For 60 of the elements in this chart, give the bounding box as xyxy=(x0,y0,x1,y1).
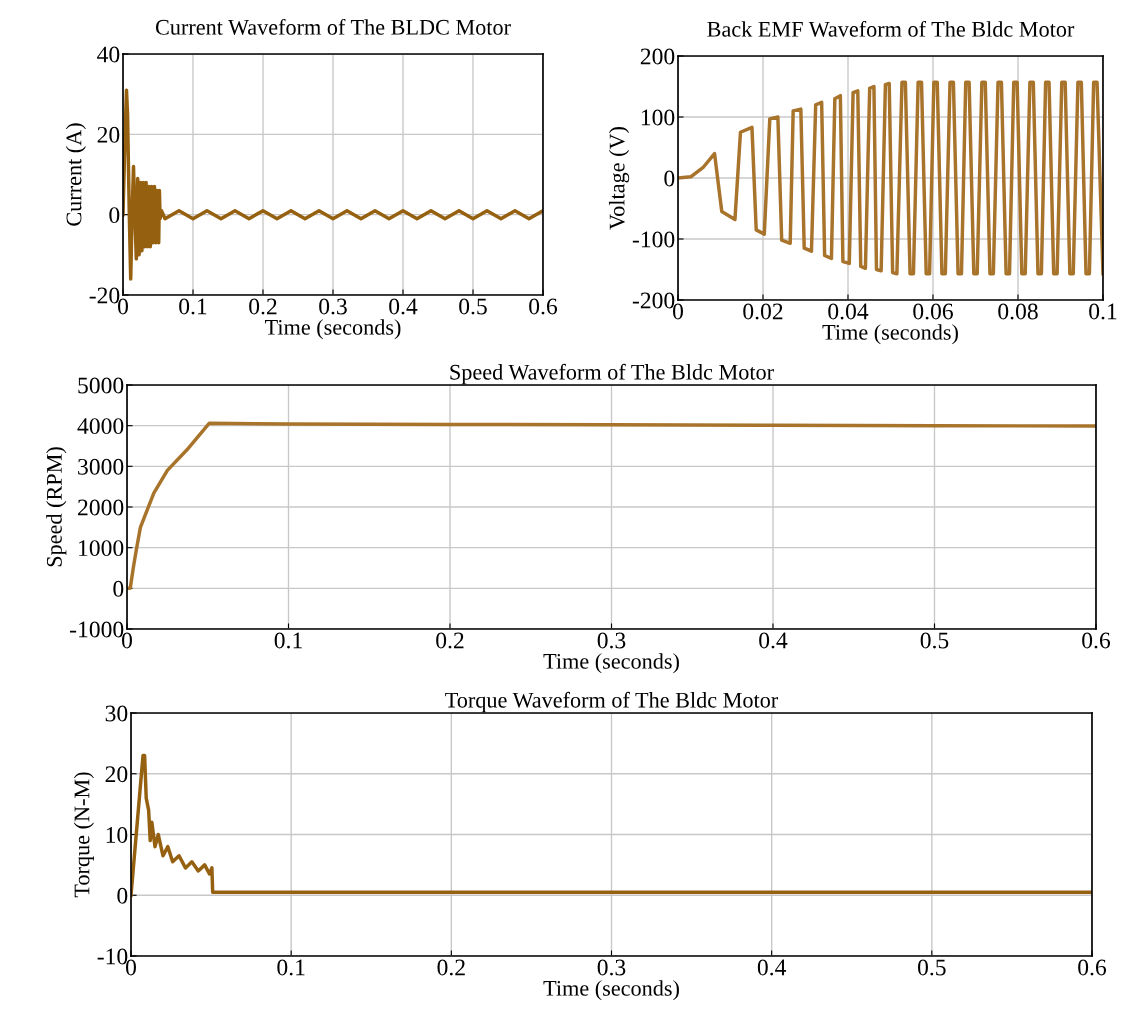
line-series xyxy=(678,80,1103,276)
x-axis-title: Time (seconds) xyxy=(543,980,679,1001)
chart-title: Back EMF Waveform of The Bldc Motor xyxy=(707,20,1075,37)
x-tick-label: 0.3 xyxy=(597,632,626,649)
y-axis-title: Torque (N-M) xyxy=(73,772,94,898)
x-tick-label: 0.4 xyxy=(759,632,788,649)
y-tick-label: -100 xyxy=(632,231,675,248)
x-tick-label: 0.2 xyxy=(436,632,464,649)
x-tick-label: 0.6 xyxy=(529,298,558,315)
x-tick-label: 0.6 xyxy=(1078,959,1107,976)
x-tick-label: 0.5 xyxy=(459,298,487,315)
y-tick-label: -1000 xyxy=(70,621,124,638)
y-tick-label: 2000 xyxy=(78,499,124,516)
y-tick-label: 0 xyxy=(109,207,120,224)
x-tick-label: 0.08 xyxy=(998,303,1038,320)
chart-title: Speed Waveform of The Bldc Motor xyxy=(450,363,774,385)
y-tick-label: 20 xyxy=(105,766,128,783)
x-tick-label: 0.04 xyxy=(828,303,869,320)
y-tick-label: -200 xyxy=(632,292,675,309)
y-tick-label: -20 xyxy=(89,287,120,304)
line-series xyxy=(127,421,1096,591)
x-tick-label: 0.1 xyxy=(274,632,302,649)
x-tick-label: 0.5 xyxy=(917,959,946,976)
x-tick-label: 0.06 xyxy=(913,303,953,320)
x-tick-label: 0.6 xyxy=(1082,632,1111,649)
x-tick-label: 0.2 xyxy=(437,959,465,976)
x-axis-title: Time (seconds) xyxy=(543,653,679,674)
y-axis-title: Speed (RPM) xyxy=(46,447,67,567)
y-tick-label: 100 xyxy=(641,109,675,126)
y-tick-label: 0 xyxy=(664,170,675,187)
y-tick-label: 200 xyxy=(640,48,675,65)
x-tick-label: 0.5 xyxy=(920,632,949,649)
x-tick-label: 0.02 xyxy=(743,303,783,320)
x-tick-label: 0.1 xyxy=(1089,303,1117,320)
line-series xyxy=(123,88,543,281)
x-axis-title: Time (seconds) xyxy=(264,319,401,340)
y-tick-label: 0 xyxy=(113,580,124,597)
y-tick-label: -10 xyxy=(97,948,128,965)
line-series xyxy=(131,753,1092,897)
chart-title: Torque Waveform of The Bldc Motor xyxy=(445,691,779,713)
y-tick-label: 20 xyxy=(97,126,120,143)
y-axis-title: Current (A) xyxy=(65,123,86,226)
y-tick-label: 3000 xyxy=(78,458,124,475)
y-tick-label: 30 xyxy=(105,705,128,722)
x-axis-title: Time (seconds) xyxy=(822,324,958,345)
y-axis-title: Voltage (V) xyxy=(608,127,630,230)
x-tick-label: 0.3 xyxy=(597,959,626,976)
x-tick-label: 0.4 xyxy=(389,298,418,315)
x-tick-label: 0.2 xyxy=(249,298,277,315)
y-tick-label: 0 xyxy=(117,887,128,904)
chart-title: Current Waveform of The BLDC Motor xyxy=(155,18,511,35)
x-tick-label: 0.4 xyxy=(757,959,787,976)
x-tick-label: 0.1 xyxy=(277,959,305,976)
y-tick-label: 40 xyxy=(97,46,120,63)
y-tick-label: 1000 xyxy=(79,540,124,557)
y-tick-label: 5000 xyxy=(78,377,124,394)
y-tick-label: 4000 xyxy=(77,418,124,435)
y-tick-label: 10 xyxy=(106,826,128,843)
x-tick-label: 0.1 xyxy=(179,298,207,315)
x-tick-label: 0.3 xyxy=(319,298,347,315)
